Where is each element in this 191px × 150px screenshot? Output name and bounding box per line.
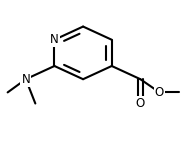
- Text: O: O: [136, 97, 145, 110]
- Text: N: N: [50, 33, 59, 46]
- Text: O: O: [155, 86, 164, 99]
- Text: N: N: [21, 73, 30, 86]
